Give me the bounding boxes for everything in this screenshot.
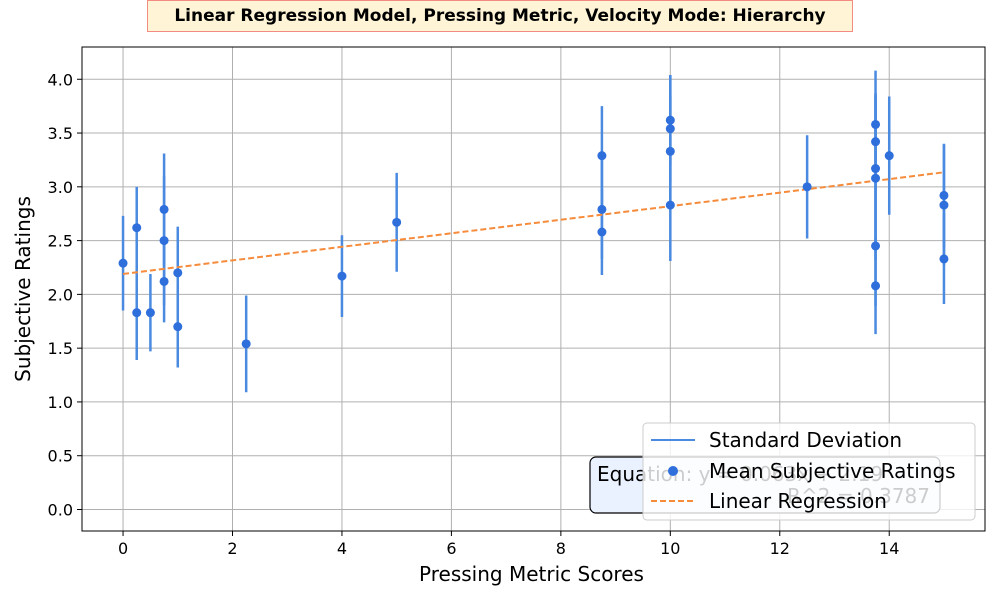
y-tick-label: 2.5: [48, 232, 73, 251]
y-axis-label: Subjective Ratings: [11, 196, 35, 382]
data-point: [132, 223, 142, 233]
data-point: [802, 182, 812, 192]
data-point: [241, 339, 251, 349]
y-tick-label: 1.5: [48, 339, 73, 358]
data-point: [871, 173, 881, 183]
y-tick-label: 3.5: [48, 124, 73, 143]
y-tick-label: 0.0: [48, 500, 73, 519]
x-tick-label: 0: [118, 539, 128, 558]
data-points: [118, 115, 949, 349]
x-tick-label: 4: [337, 539, 347, 558]
y-tick-label: 0.5: [48, 447, 73, 466]
data-point: [884, 151, 894, 161]
data-point: [939, 254, 949, 264]
legend-mean-swatch: [668, 466, 678, 476]
y-tick-label: 2.0: [48, 285, 73, 304]
data-point: [665, 146, 675, 156]
data-point: [597, 204, 607, 214]
y-tick-label: 4.0: [48, 70, 73, 89]
data-point: [159, 204, 169, 214]
data-point: [159, 276, 169, 286]
legend-mean-label: Mean Subjective Ratings: [709, 459, 956, 483]
data-point: [871, 164, 881, 174]
data-point: [871, 241, 881, 251]
x-tick-label: 12: [770, 539, 790, 558]
x-tick-label: 14: [879, 539, 899, 558]
data-point: [132, 308, 142, 318]
x-tick-label: 2: [227, 539, 237, 558]
data-point: [871, 119, 881, 129]
data-point: [337, 271, 347, 281]
legend: Standard Deviation Mean Subjective Rating…: [642, 422, 976, 521]
data-point: [392, 217, 402, 227]
data-point: [118, 258, 128, 268]
chart-title: Linear Regression Model, Pressing Metric…: [147, 0, 853, 32]
data-point: [871, 281, 881, 291]
data-point: [939, 200, 949, 210]
data-point: [665, 115, 675, 125]
data-point: [871, 137, 881, 147]
legend-regression-label: Linear Regression: [709, 489, 887, 513]
plot-frame: [81, 46, 986, 532]
data-point: [597, 151, 607, 161]
x-tick-label: 8: [556, 539, 566, 558]
data-point: [173, 268, 183, 278]
data-point: [665, 200, 675, 210]
data-point: [173, 322, 183, 332]
data-point: [939, 190, 949, 200]
x-tick-label: 6: [446, 539, 456, 558]
y-tick-label: 3.0: [48, 178, 73, 197]
data-point: [159, 236, 169, 246]
regression-line: [122, 171, 945, 275]
x-tick-label: 10: [660, 539, 680, 558]
data-point: [145, 308, 155, 318]
y-tick-label: 1.0: [48, 393, 73, 412]
legend-box: [642, 422, 976, 521]
legend-sd-label: Standard Deviation: [709, 428, 902, 452]
x-axis-label: Pressing Metric Scores: [419, 562, 644, 586]
data-point: [597, 227, 607, 237]
data-point: [665, 124, 675, 134]
